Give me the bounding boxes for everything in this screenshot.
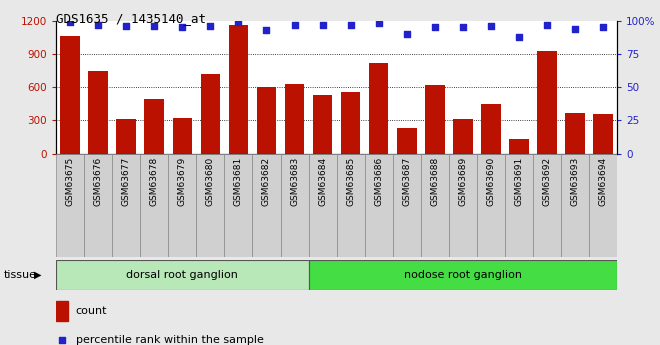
Text: GSM63675: GSM63675 [65,157,75,206]
Bar [56,260,309,290]
Point [121,23,131,29]
Bar [284,84,304,154]
Text: nodose root ganglion: nodose root ganglion [404,270,522,280]
Text: GDS1635 / 1435140_at: GDS1635 / 1435140_at [56,12,206,25]
Bar [88,70,108,154]
Point [205,23,216,29]
Point [457,24,468,30]
Bar [505,154,533,257]
Bar [84,154,112,257]
Text: tissue: tissue [3,270,36,280]
Text: GSM63690: GSM63690 [486,157,496,206]
Bar [224,154,252,257]
Point [289,22,300,28]
Text: dorsal root ganglion: dorsal root ganglion [126,270,238,280]
Bar [341,91,360,154]
Bar [313,95,333,154]
Point [430,24,440,30]
Text: GSM63684: GSM63684 [318,157,327,206]
Bar [369,63,389,154]
Point [93,22,104,28]
Bar [60,36,80,154]
Bar [421,154,449,257]
Bar [393,154,421,257]
Bar [337,154,365,257]
Bar [565,112,585,154]
Point [401,31,412,37]
Point [177,24,187,30]
Text: GSM63676: GSM63676 [94,157,103,206]
Text: GSM63687: GSM63687 [402,157,411,206]
Bar [257,87,277,154]
Bar [509,139,529,154]
Bar [309,260,617,290]
Bar [589,154,617,257]
Text: GSM63694: GSM63694 [599,157,608,206]
Text: GSM63691: GSM63691 [514,157,523,206]
Bar [140,154,168,257]
Point [149,23,160,29]
Bar [425,85,445,154]
Text: GSM63685: GSM63685 [346,157,355,206]
Point [233,19,244,25]
Point [486,23,496,29]
Text: percentile rank within the sample: percentile rank within the sample [76,335,263,345]
Point [345,22,356,28]
Bar [197,154,224,257]
Point [598,24,609,30]
Text: GSM63686: GSM63686 [374,157,383,206]
Bar [280,154,309,257]
Bar [561,154,589,257]
Bar [172,118,192,154]
Text: GSM63682: GSM63682 [262,157,271,206]
Bar [168,154,197,257]
Text: GSM63681: GSM63681 [234,157,243,206]
Text: GSM63692: GSM63692 [543,157,552,206]
Bar [56,154,84,257]
Bar [397,128,416,154]
Bar [145,99,164,154]
Bar [309,154,337,257]
Bar [477,154,505,257]
Bar [593,114,613,154]
Text: GSM63688: GSM63688 [430,157,440,206]
Text: GSM63693: GSM63693 [570,157,579,206]
Text: GSM63680: GSM63680 [206,157,215,206]
Bar [533,154,561,257]
Text: ▶: ▶ [34,270,42,280]
Point [317,22,328,28]
Text: GSM63678: GSM63678 [150,157,159,206]
Bar [453,119,473,154]
Point [261,27,272,33]
Text: GSM63689: GSM63689 [458,157,467,206]
Point [570,26,580,31]
Point [542,22,552,28]
Point [65,19,75,25]
Bar [365,154,393,257]
Point [387,198,398,203]
Point [374,21,384,26]
Bar [56,301,69,321]
Bar [481,104,501,154]
Text: GSM63683: GSM63683 [290,157,299,206]
Bar [228,25,248,154]
Bar [112,154,140,257]
Bar [116,119,136,154]
Text: count: count [76,306,107,316]
Bar [252,154,280,257]
Bar [201,74,220,154]
Text: GSM63677: GSM63677 [121,157,131,206]
Bar [449,154,477,257]
Text: GSM63679: GSM63679 [178,157,187,206]
Bar [537,51,557,154]
Point [513,34,524,39]
